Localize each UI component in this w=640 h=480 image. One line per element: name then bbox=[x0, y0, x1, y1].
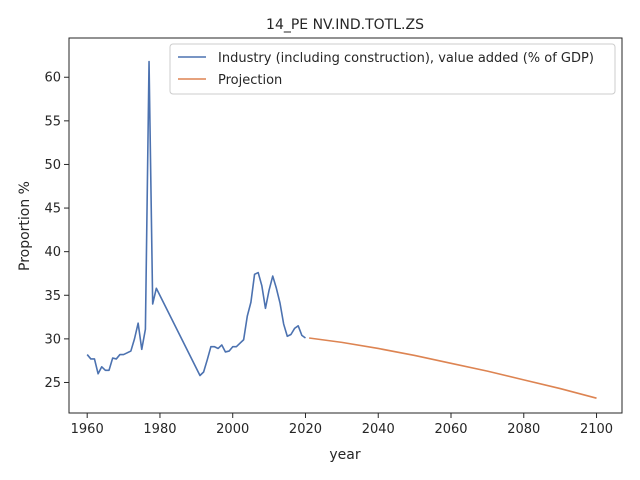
series-line-projection bbox=[309, 337, 597, 399]
y-tick-label-40: 40 bbox=[44, 245, 61, 260]
y-tick-label-25: 25 bbox=[44, 376, 61, 391]
legend-label-projection: Projection bbox=[218, 73, 282, 88]
x-tick-label-2100: 2100 bbox=[580, 422, 613, 437]
legend-box bbox=[169, 43, 616, 95]
y-tick-label-45: 45 bbox=[44, 202, 61, 217]
y-tick-label-30: 30 bbox=[44, 332, 61, 347]
x-tick-label-2040: 2040 bbox=[362, 422, 395, 437]
y-tick-label-35: 35 bbox=[44, 289, 61, 304]
plot-frame bbox=[68, 37, 623, 414]
x-tick-label-2060: 2060 bbox=[434, 422, 467, 437]
y-tick-label-55: 55 bbox=[44, 114, 61, 129]
x-axis: 1960 1980 2000 2020 2040 2060 2080 2100 bbox=[71, 413, 613, 437]
y-axis: 25 30 35 40 45 50 55 60 bbox=[44, 71, 69, 391]
plot-lines bbox=[86, 60, 597, 399]
x-tick-label-2080: 2080 bbox=[507, 422, 540, 437]
legend: Industry (including construction), value… bbox=[169, 43, 616, 95]
legend-label-industry: Industry (including construction), value… bbox=[218, 51, 594, 66]
x-axis-label: year bbox=[329, 447, 360, 463]
x-tick-label-1960: 1960 bbox=[71, 422, 104, 437]
y-tick-label-50: 50 bbox=[44, 158, 61, 173]
series-line-industry bbox=[86, 60, 306, 377]
y-axis-label: Proportion % bbox=[17, 181, 33, 271]
x-tick-label-2000: 2000 bbox=[216, 422, 249, 437]
x-tick-label-2020: 2020 bbox=[289, 422, 322, 437]
chart-title: 14_PE NV.IND.TOTL.ZS bbox=[266, 17, 424, 33]
x-tick-label-1980: 1980 bbox=[143, 422, 176, 437]
y-tick-label-60: 60 bbox=[44, 71, 61, 86]
